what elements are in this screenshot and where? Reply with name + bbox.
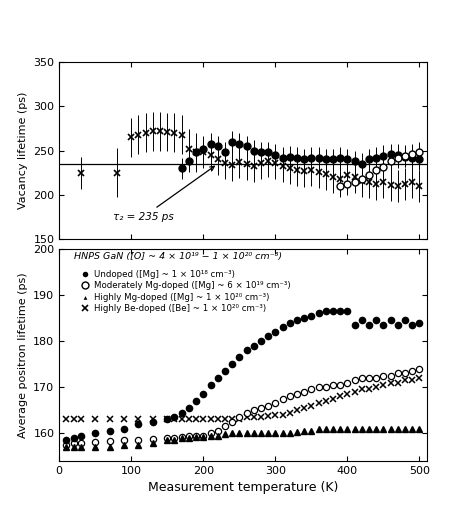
Be-doped [157,128,163,134]
Be-doped [395,183,401,189]
Undoped [251,148,256,154]
Be-doped [251,163,256,169]
Be-doped [323,171,328,178]
Be-doped [417,183,422,189]
Undoped [208,140,213,147]
Be-doped [201,149,206,155]
Text: HNPS GaN ([O] ~ 4 × 10¹⁹ − 1 × 10²⁰ cm⁻³): HNPS GaN ([O] ~ 4 × 10¹⁹ − 1 × 10²⁰ cm⁻³… [74,252,282,261]
Be-doped [128,134,134,140]
Undoped [381,153,386,159]
Mod Mg [388,158,393,164]
Be-doped [402,181,408,188]
Be-doped [222,160,228,166]
Line: Be-doped: Be-doped [77,127,423,190]
Undoped [229,139,235,145]
Text: τ₂ = 235 ps: τ₂ = 235 ps [113,166,214,222]
Be-doped [359,178,365,184]
Mod Mg [352,178,357,184]
Be-doped [280,163,285,169]
Undoped [337,154,343,161]
Y-axis label: Vacancy lifetime (ps): Vacancy lifetime (ps) [18,92,27,209]
Undoped [330,156,336,163]
Be-doped [258,160,264,166]
Be-doped [345,172,350,179]
Undoped [215,143,220,149]
Be-doped [337,176,343,182]
Be-doped [316,169,321,175]
Undoped [301,156,307,163]
Undoped [316,154,321,161]
Mod Mg [345,181,350,188]
Line: Undoped: Undoped [178,138,423,172]
Be-doped [294,167,300,173]
Be-doped [193,149,199,155]
Undoped [359,161,365,167]
Be-doped [366,179,372,185]
Undoped [388,151,393,157]
Undoped [258,149,264,155]
Mod Mg [374,167,379,173]
Undoped [222,149,228,155]
Mod Mg [366,172,372,179]
Be-doped [150,128,156,134]
Mod Mg [381,163,386,169]
X-axis label: Measurement temperature (K): Measurement temperature (K) [148,481,338,495]
Be-doped [265,158,271,164]
Be-doped [237,159,242,165]
Mod Mg [395,154,401,161]
Undoped [273,152,278,158]
Be-doped [388,182,393,188]
Undoped [186,158,192,164]
Undoped [201,146,206,152]
Be-doped [301,168,307,174]
Be-doped [330,174,336,180]
Be-doped [172,130,177,136]
Y-axis label: Average positron lifetime (ps): Average positron lifetime (ps) [18,272,27,438]
Mod Mg [337,183,343,189]
Be-doped [229,162,235,168]
Be-doped [273,160,278,166]
Line: Mod Mg: Mod Mg [337,149,423,190]
Mod Mg [359,176,365,182]
Undoped [323,156,328,163]
Be-doped [215,156,220,163]
Undoped [366,156,372,163]
Undoped [395,152,401,158]
Undoped [352,158,357,164]
Undoped [402,154,408,160]
Undoped [265,149,271,155]
Mod Mg [402,153,408,159]
Undoped [280,154,285,161]
Be-doped [352,174,357,180]
Undoped [309,154,314,161]
Undoped [193,149,199,155]
Be-doped [244,161,249,167]
Be-doped [143,130,148,136]
Be-doped [374,181,379,188]
Be-doped [164,129,170,135]
Be-doped [309,167,314,173]
Undoped [244,143,249,149]
Be-doped [136,132,141,138]
Legend: Undoped ([Mg] ~ 1 × 10¹⁸ cm⁻³), Moderately Mg-doped ([Mg] ~ 6 × 10¹⁹ cm⁻³), High: Undoped ([Mg] ~ 1 × 10¹⁸ cm⁻³), Moderate… [78,267,294,316]
Be-doped [381,179,386,185]
Be-doped [179,132,184,138]
Be-doped [114,169,120,176]
Undoped [294,154,300,161]
Be-doped [78,169,84,176]
Undoped [374,154,379,161]
Undoped [417,156,422,163]
Mod Mg [410,151,415,157]
Be-doped [410,179,415,185]
Be-doped [208,152,213,158]
Be-doped [287,165,292,171]
Undoped [410,154,415,161]
Undoped [287,154,292,160]
Undoped [345,156,350,163]
Undoped [237,140,242,147]
Be-doped [186,146,192,152]
Mod Mg [417,149,422,155]
Undoped [179,165,184,171]
